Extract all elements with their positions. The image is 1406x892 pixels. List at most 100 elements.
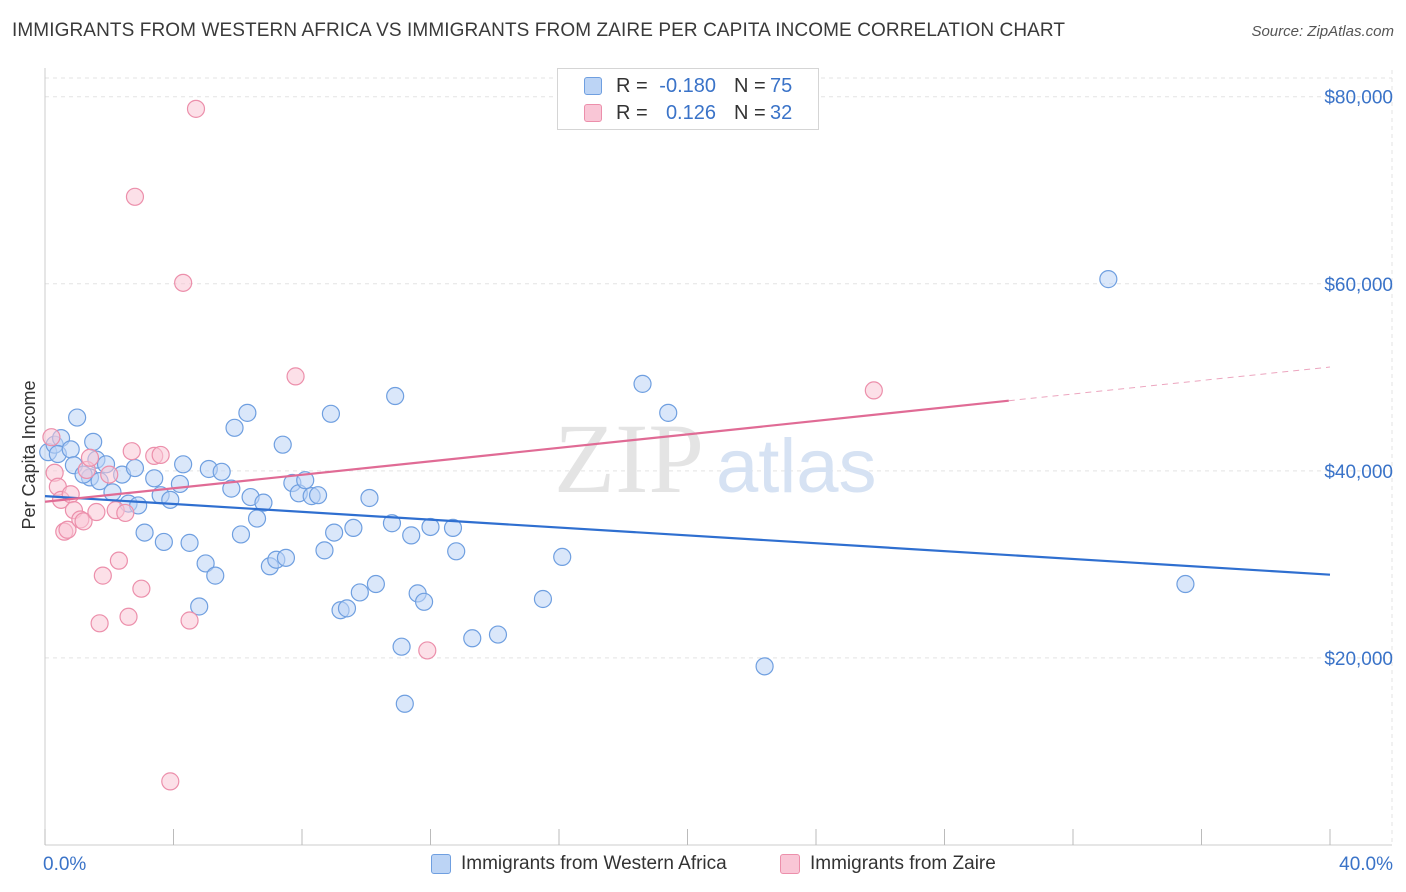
- point-western-africa: [145, 469, 164, 488]
- x-tick-label: 40.0%: [1339, 854, 1393, 875]
- point-western-africa: [360, 488, 379, 508]
- chart-title: IMMIGRANTS FROM WESTERN AFRICA VS IMMIGR…: [12, 20, 1066, 41]
- point-western-africa: [154, 532, 173, 552]
- point-western-africa: [421, 517, 440, 537]
- point-western-africa: [350, 583, 369, 602]
- legend-item-western-africa[interactable]: Immigrants from Western Africa: [431, 852, 761, 876]
- point-western-africa: [321, 404, 341, 423]
- point-western-africa: [755, 657, 774, 676]
- point-zaire: [100, 465, 119, 484]
- point-western-africa: [414, 592, 434, 611]
- point-western-africa: [247, 509, 267, 528]
- trend-line-western-africa: [44, 495, 1331, 576]
- n-value: 32: [770, 102, 793, 124]
- point-western-africa: [174, 455, 193, 474]
- point-zaire: [58, 520, 77, 539]
- point-zaire: [186, 99, 206, 118]
- series-western-africa: [39, 270, 1195, 713]
- r-label: R =: [616, 75, 648, 97]
- point-western-africa: [553, 547, 572, 567]
- trend-line-zaire-extension: [1008, 366, 1331, 402]
- legend-item-zaire[interactable]: Immigrants from Zaire: [780, 852, 1020, 876]
- point-western-africa: [382, 514, 402, 533]
- point-zaire: [161, 772, 180, 791]
- point-western-africa: [196, 554, 215, 573]
- r-value: -0.180: [659, 75, 716, 97]
- tick-labels: $20,000 $40,000 $60,000 $80,000 0.0% 40.0%: [43, 88, 1393, 875]
- watermark-zip: ZIP: [554, 403, 704, 514]
- point-western-africa: [633, 374, 652, 393]
- point-western-africa: [254, 493, 273, 512]
- trend-line-zaire: [44, 399, 1009, 503]
- point-western-africa: [337, 599, 357, 618]
- source-label: Source: ZipAtlas.com: [1251, 23, 1394, 40]
- point-zaire: [90, 614, 109, 633]
- watermark: ZIP atlas: [554, 403, 877, 514]
- point-zaire: [87, 502, 106, 522]
- trend-lines: [44, 366, 1331, 576]
- point-western-africa: [443, 518, 463, 538]
- legend-label: Immigrants from Western Africa: [461, 853, 727, 874]
- point-zaire: [80, 448, 100, 467]
- point-western-africa: [273, 435, 292, 454]
- point-western-africa: [463, 629, 482, 648]
- swatch-pink: [780, 854, 800, 874]
- point-zaire: [116, 503, 135, 523]
- point-western-africa: [125, 458, 145, 478]
- point-western-africa: [366, 574, 385, 594]
- point-zaire: [418, 641, 437, 660]
- r-value: 0.126: [665, 102, 716, 124]
- n-label: N =: [734, 102, 766, 124]
- point-zaire: [93, 566, 112, 585]
- point-western-africa: [61, 440, 80, 459]
- point-western-africa: [1176, 574, 1195, 594]
- point-western-africa: [315, 541, 334, 560]
- point-western-africa: [84, 432, 103, 451]
- point-western-africa: [1099, 270, 1118, 289]
- y-tick-label: $60,000: [1324, 275, 1393, 296]
- point-western-africa: [222, 479, 241, 498]
- point-western-africa: [402, 526, 421, 545]
- swatch-blue: [584, 77, 602, 95]
- point-western-africa: [161, 490, 180, 509]
- point-zaire: [180, 611, 199, 630]
- point-western-africa: [395, 694, 414, 713]
- point-western-africa: [206, 566, 225, 585]
- point-western-africa: [344, 518, 363, 538]
- point-western-africa: [392, 637, 411, 656]
- swatch-pink: [584, 104, 602, 122]
- point-western-africa: [68, 408, 87, 427]
- point-western-africa: [225, 418, 244, 437]
- y-tick-label: $20,000: [1324, 649, 1393, 670]
- legend-label: Immigrants from Zaire: [810, 853, 996, 874]
- y-axis-label: Per Capita Income: [19, 380, 39, 529]
- n-value: 75: [770, 75, 793, 97]
- point-zaire: [119, 607, 138, 626]
- x-tick-label: 0.0%: [43, 854, 86, 875]
- point-western-africa: [659, 403, 678, 422]
- point-western-africa: [276, 548, 296, 567]
- point-western-africa: [325, 523, 344, 542]
- point-western-africa: [190, 597, 209, 616]
- point-zaire: [42, 428, 61, 447]
- point-zaire: [122, 442, 141, 461]
- point-western-africa: [488, 625, 508, 644]
- point-zaire: [132, 579, 151, 598]
- r-label: R =: [616, 102, 648, 124]
- point-western-africa: [103, 483, 122, 502]
- point-western-africa: [308, 486, 328, 505]
- gridlines: [45, 70, 1393, 845]
- correlation-legend: R = -0.180 N = 75 R = 0.126 N = 32: [557, 68, 819, 130]
- point-zaire: [864, 381, 883, 400]
- point-western-africa: [238, 403, 257, 422]
- point-western-africa: [386, 386, 405, 406]
- point-western-africa: [180, 533, 199, 552]
- n-label: N =: [734, 75, 766, 97]
- point-western-africa: [231, 525, 251, 544]
- point-zaire: [286, 367, 305, 386]
- point-western-africa: [212, 462, 231, 481]
- swatch-blue: [431, 854, 451, 874]
- point-zaire: [109, 551, 128, 570]
- series-zaire: [42, 99, 883, 791]
